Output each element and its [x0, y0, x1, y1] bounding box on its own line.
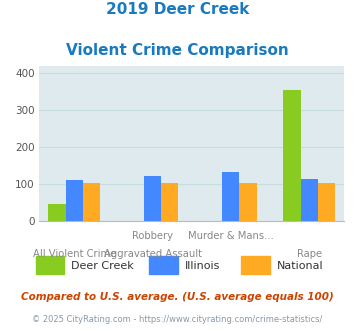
Text: © 2025 CityRating.com - https://www.cityrating.com/crime-statistics/: © 2025 CityRating.com - https://www.city… — [32, 315, 323, 324]
Text: 2019 Deer Creek: 2019 Deer Creek — [106, 2, 249, 16]
Bar — [283, 90, 301, 221]
Text: Murder & Mans...: Murder & Mans... — [188, 231, 274, 241]
Text: National: National — [277, 261, 323, 271]
Bar — [144, 176, 161, 221]
Text: Compared to U.S. average. (U.S. average equals 100): Compared to U.S. average. (U.S. average … — [21, 292, 334, 302]
Bar — [318, 183, 335, 221]
Text: Rape: Rape — [296, 249, 322, 259]
Text: Robbery: Robbery — [132, 231, 173, 241]
Bar — [83, 183, 100, 221]
Text: Aggravated Assault: Aggravated Assault — [104, 249, 202, 259]
Text: Illinois: Illinois — [185, 261, 220, 271]
Text: Violent Crime Comparison: Violent Crime Comparison — [66, 43, 289, 58]
Bar — [222, 172, 240, 221]
Text: All Violent Crime: All Violent Crime — [33, 249, 116, 259]
Text: Deer Creek: Deer Creek — [71, 261, 134, 271]
Bar — [240, 183, 257, 221]
Bar — [66, 181, 83, 221]
Bar — [48, 205, 66, 221]
Bar — [161, 183, 179, 221]
Bar — [301, 179, 318, 221]
